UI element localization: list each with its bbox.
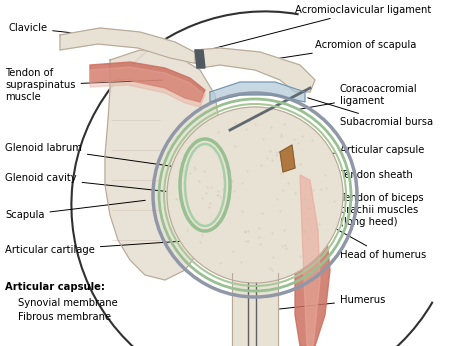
Text: Articular cartilage: Articular cartilage xyxy=(5,240,197,255)
Text: Head of humerus: Head of humerus xyxy=(322,221,426,260)
Text: Acromion of scapula: Acromion of scapula xyxy=(271,40,416,60)
Text: Tendon of biceps
brachii muscles
(long heed): Tendon of biceps brachii muscles (long h… xyxy=(298,169,424,227)
Polygon shape xyxy=(195,48,315,92)
Polygon shape xyxy=(90,62,205,102)
Polygon shape xyxy=(232,273,278,346)
Text: Subacromial bursa: Subacromial bursa xyxy=(308,98,433,127)
Polygon shape xyxy=(105,50,220,280)
Text: Articular capsule:: Articular capsule: xyxy=(5,282,105,292)
Polygon shape xyxy=(90,67,205,107)
Text: Humerus: Humerus xyxy=(273,295,385,310)
Text: Tendon of
supraspinatus
muscle: Tendon of supraspinatus muscle xyxy=(5,69,162,102)
Polygon shape xyxy=(60,28,203,65)
Text: Glenoid labrum: Glenoid labrum xyxy=(5,143,195,170)
Polygon shape xyxy=(195,50,205,68)
Ellipse shape xyxy=(192,150,222,220)
Polygon shape xyxy=(300,175,320,346)
Circle shape xyxy=(167,107,343,283)
Polygon shape xyxy=(210,82,305,102)
Polygon shape xyxy=(285,168,330,346)
Polygon shape xyxy=(280,145,295,172)
Text: Scapula: Scapula xyxy=(5,200,145,220)
Text: Articular capsule: Articular capsule xyxy=(311,145,424,155)
Text: Glenoid cavity: Glenoid cavity xyxy=(5,173,197,195)
Text: Acromioclavicular ligament: Acromioclavicular ligament xyxy=(203,5,431,51)
Text: Tendon sheath: Tendon sheath xyxy=(296,161,413,180)
Text: Coracoacromial
ligament: Coracoacromial ligament xyxy=(298,84,418,110)
Text: Synovial membrane: Synovial membrane xyxy=(18,298,118,308)
Text: Clavicle: Clavicle xyxy=(8,23,117,38)
Text: Fibrous membrane: Fibrous membrane xyxy=(18,312,111,322)
